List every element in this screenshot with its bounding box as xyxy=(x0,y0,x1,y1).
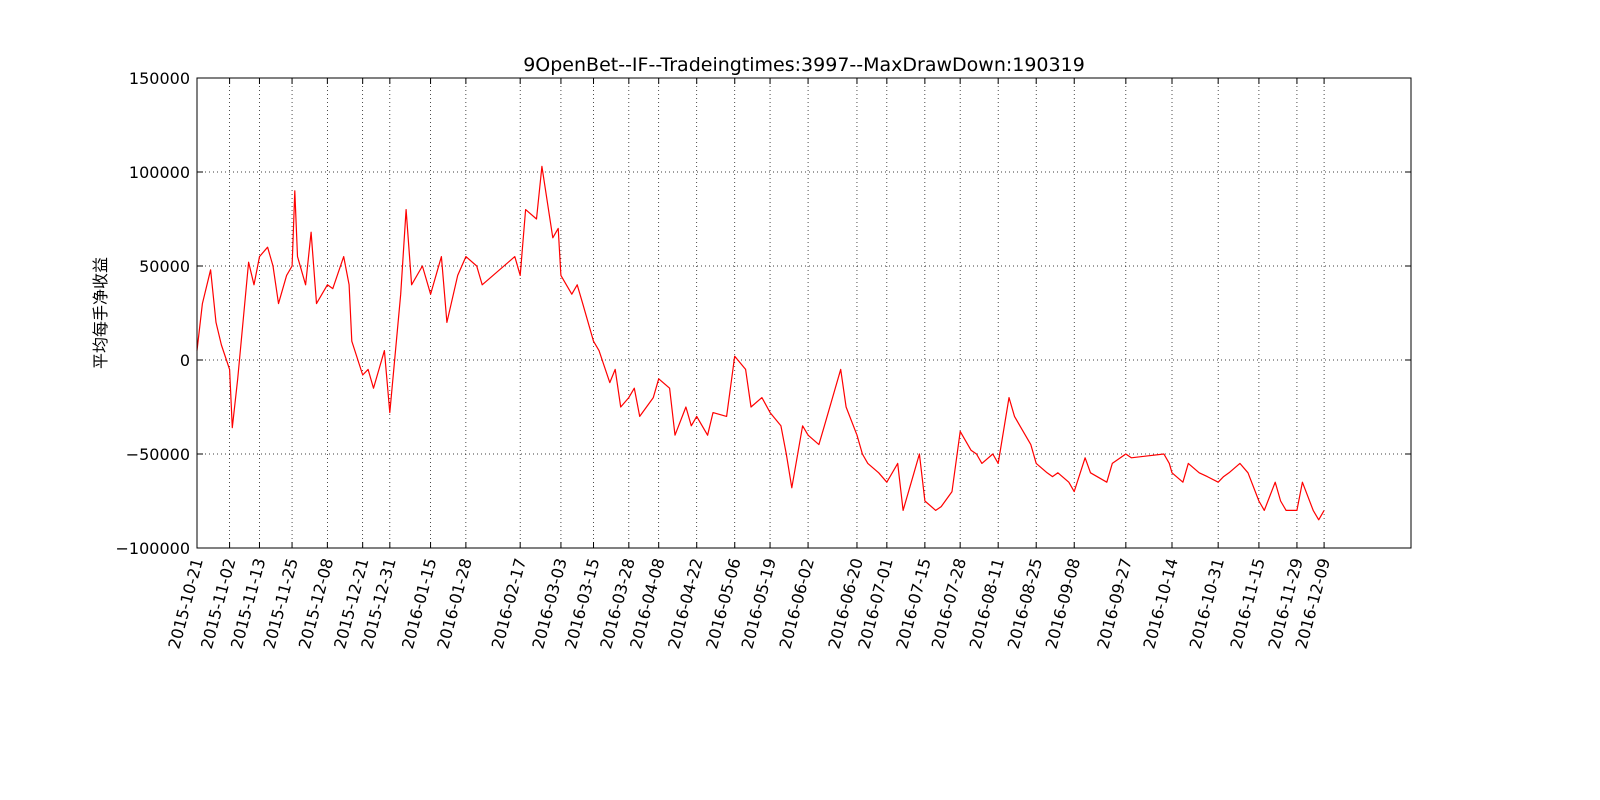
chart-title: 9OpenBet--IF--Tradeingtimes:3997--MaxDra… xyxy=(523,54,1085,76)
series-line-0 xyxy=(196,165,1325,521)
y-tick-label: −100000 xyxy=(116,539,190,558)
series-group xyxy=(196,165,1325,521)
plot-frame xyxy=(196,77,1412,549)
y-tick-label: 0 xyxy=(180,351,190,370)
y-tick-label: 100000 xyxy=(129,163,190,182)
y-axis: 150000 100000 50000 0 −50000 −100000 xyxy=(116,69,1411,558)
y-axis-label: 平均每手净收益 xyxy=(91,257,110,369)
y-tick-label: 50000 xyxy=(139,257,190,276)
y-tick-label: 150000 xyxy=(129,69,190,88)
y-tick-label: −50000 xyxy=(126,445,190,464)
